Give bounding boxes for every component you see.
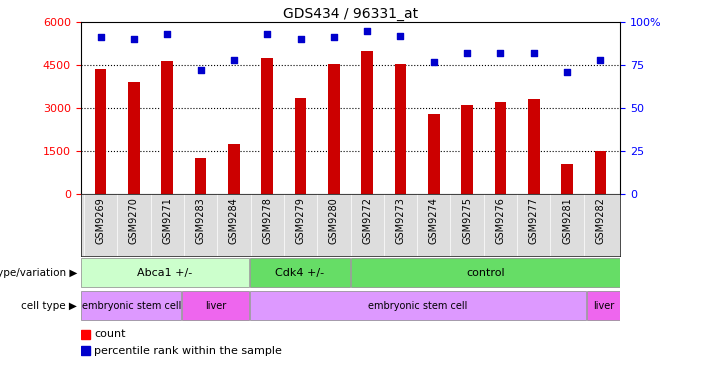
Text: GSM9276: GSM9276 xyxy=(496,197,505,244)
Bar xyxy=(81,330,90,339)
Text: embryonic stem cell: embryonic stem cell xyxy=(368,300,468,311)
Bar xyxy=(250,258,350,288)
Point xyxy=(528,50,539,56)
Text: percentile rank within the sample: percentile rank within the sample xyxy=(94,346,282,356)
Text: GSM9271: GSM9271 xyxy=(162,197,172,244)
Text: GSM9273: GSM9273 xyxy=(395,197,405,244)
Bar xyxy=(587,291,620,321)
Point xyxy=(261,31,273,37)
Point xyxy=(594,57,606,63)
Bar xyxy=(228,144,240,194)
Bar xyxy=(562,164,573,194)
Point xyxy=(328,34,339,40)
Bar xyxy=(294,98,306,194)
Text: GSM9270: GSM9270 xyxy=(129,197,139,244)
Point xyxy=(495,50,506,56)
Point xyxy=(461,50,472,56)
Text: Cdk4 +/-: Cdk4 +/- xyxy=(275,268,325,278)
Bar xyxy=(361,51,373,194)
Text: cell type ▶: cell type ▶ xyxy=(21,300,77,311)
Bar xyxy=(128,82,139,194)
Text: liver: liver xyxy=(593,300,614,311)
Text: count: count xyxy=(94,329,125,339)
Bar xyxy=(95,69,107,194)
Text: control: control xyxy=(466,268,505,278)
Text: GSM9272: GSM9272 xyxy=(362,197,372,244)
Point xyxy=(229,57,240,63)
Bar xyxy=(461,105,473,194)
Point xyxy=(162,31,173,37)
Text: GSM9275: GSM9275 xyxy=(462,197,472,244)
Bar xyxy=(261,58,273,194)
Text: GSM9281: GSM9281 xyxy=(562,197,572,244)
Point xyxy=(128,36,139,42)
Bar xyxy=(81,291,181,321)
Point xyxy=(395,33,406,39)
Bar xyxy=(395,64,407,194)
Point xyxy=(195,67,206,73)
Text: GSM9278: GSM9278 xyxy=(262,197,272,244)
Text: GSM9277: GSM9277 xyxy=(529,197,539,244)
Bar xyxy=(528,100,540,194)
Bar xyxy=(81,346,90,355)
Bar xyxy=(328,64,340,194)
Text: genotype/variation ▶: genotype/variation ▶ xyxy=(0,268,77,278)
Bar xyxy=(195,158,206,194)
Text: GSM9280: GSM9280 xyxy=(329,197,339,244)
Point xyxy=(95,34,107,40)
Text: GSM9284: GSM9284 xyxy=(229,197,239,244)
Text: 0: 0 xyxy=(81,194,88,204)
Bar xyxy=(182,291,249,321)
Bar xyxy=(594,151,606,194)
Bar xyxy=(161,61,173,194)
Bar xyxy=(495,102,506,194)
Text: liver: liver xyxy=(205,300,226,311)
Point xyxy=(428,59,440,64)
Bar xyxy=(250,291,586,321)
Title: GDS434 / 96331_at: GDS434 / 96331_at xyxy=(283,7,418,21)
Text: embryonic stem cell: embryonic stem cell xyxy=(81,300,181,311)
Text: GSM9282: GSM9282 xyxy=(595,197,606,244)
Point xyxy=(562,69,573,75)
Bar xyxy=(81,258,249,288)
Bar xyxy=(351,258,620,288)
Point xyxy=(295,36,306,42)
Text: GSM9269: GSM9269 xyxy=(95,197,106,244)
Text: GSM9283: GSM9283 xyxy=(196,197,205,244)
Text: GSM9274: GSM9274 xyxy=(429,197,439,244)
Text: Abca1 +/-: Abca1 +/- xyxy=(137,268,193,278)
Text: GSM9279: GSM9279 xyxy=(296,197,306,244)
Bar xyxy=(428,114,440,194)
Point xyxy=(362,28,373,34)
